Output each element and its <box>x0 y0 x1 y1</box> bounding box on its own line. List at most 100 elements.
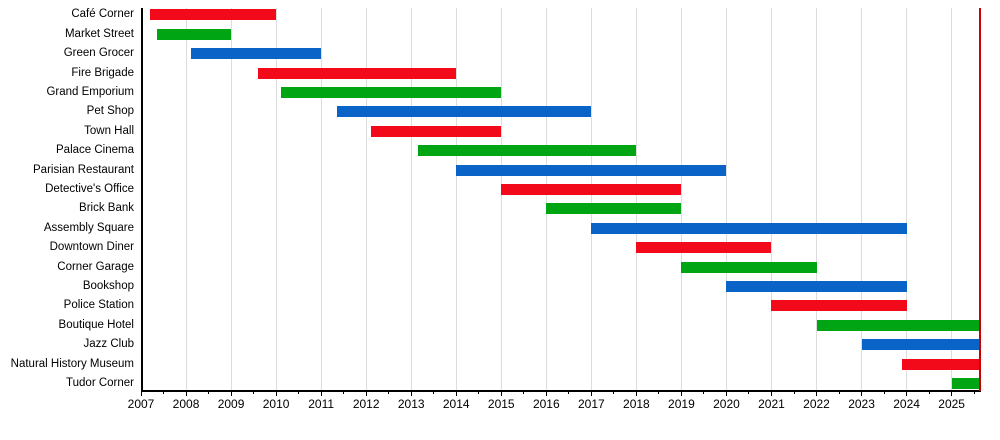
x-major-tick-2011 <box>320 391 322 396</box>
gantt-bar-police-station <box>771 300 907 312</box>
current-date-marker-line <box>979 8 981 391</box>
x-major-tick-2014 <box>455 391 457 396</box>
x-tick-label-2009: 2009 <box>217 397 245 411</box>
x-major-tick-2024 <box>906 391 908 396</box>
x-minor-tick <box>478 391 480 394</box>
row-label-pet-shop: Pet Shop <box>86 105 134 118</box>
row-label-police-station: Police Station <box>63 299 134 312</box>
x-tick-label-2016: 2016 <box>532 397 560 411</box>
x-tick-label-2022: 2022 <box>803 397 830 411</box>
x-axis-line <box>141 390 981 392</box>
x-major-tick-2020 <box>725 391 727 396</box>
gantt-bar-boutique-hotel <box>816 319 980 331</box>
x-major-tick-2018 <box>635 391 637 396</box>
year-gridline-2017 <box>590 8 592 390</box>
row-label-green-grocer: Green Grocer <box>63 47 134 60</box>
x-major-tick-2007 <box>140 391 142 396</box>
row-label-town-hall: Town Hall <box>84 124 134 137</box>
year-gridline-2024 <box>906 8 908 390</box>
x-major-tick-2009 <box>230 391 232 396</box>
x-minor-tick <box>253 391 255 394</box>
year-gridline-2014 <box>455 8 457 390</box>
x-minor-tick <box>838 391 840 394</box>
x-major-tick-2016 <box>545 391 547 396</box>
x-major-tick-2022 <box>816 391 818 396</box>
x-tick-label-2017: 2017 <box>577 397 605 411</box>
x-minor-tick <box>568 391 570 394</box>
x-major-tick-2013 <box>410 391 412 396</box>
row-label-downtown-diner: Downtown Diner <box>49 241 134 254</box>
year-gridline-2022 <box>816 8 818 390</box>
x-major-tick-2019 <box>680 391 682 396</box>
x-minor-tick <box>973 391 975 394</box>
row-label-jazz-club: Jazz Club <box>83 338 135 351</box>
x-minor-tick <box>523 391 525 394</box>
y-axis-line <box>141 8 143 391</box>
x-major-tick-2010 <box>275 391 277 396</box>
x-tick-label-2019: 2019 <box>668 397 695 411</box>
gantt-bar-corner-garage <box>681 261 817 273</box>
x-tick-label-2018: 2018 <box>623 397 650 411</box>
row-label-caf-corner: Café Corner <box>71 8 134 21</box>
x-minor-tick <box>298 391 300 394</box>
year-gridline-2008 <box>185 8 187 390</box>
x-tick-label-2025: 2025 <box>938 397 965 411</box>
x-minor-tick <box>928 391 930 394</box>
gantt-bar-green-grocer <box>190 48 322 60</box>
gantt-bar-detective-s-office <box>501 183 682 195</box>
x-minor-tick <box>658 391 660 394</box>
x-tick-label-2008: 2008 <box>172 397 200 411</box>
gantt-bar-bookshop <box>726 280 907 292</box>
x-minor-tick <box>613 391 615 394</box>
year-gridline-2016 <box>545 8 547 390</box>
x-tick-label-2007: 2007 <box>127 397 155 411</box>
x-minor-tick <box>208 391 210 394</box>
row-label-boutique-hotel: Boutique Hotel <box>58 318 134 331</box>
x-minor-tick <box>388 391 390 394</box>
x-minor-tick <box>163 391 165 394</box>
x-minor-tick <box>883 391 885 394</box>
x-major-tick-2021 <box>770 391 772 396</box>
gantt-bar-palace-cinema <box>417 145 637 157</box>
year-gridline-2025 <box>951 8 953 390</box>
year-gridline-2012 <box>365 8 367 390</box>
year-gridline-2011 <box>320 8 322 390</box>
row-label-parisian-restaurant: Parisian Restaurant <box>33 163 134 176</box>
x-minor-tick <box>433 391 435 394</box>
gantt-bar-market-street <box>156 28 232 40</box>
x-major-tick-2017 <box>590 391 592 396</box>
year-gridline-2013 <box>410 8 412 390</box>
x-major-tick-2008 <box>185 391 187 396</box>
x-tick-label-2012: 2012 <box>352 397 380 411</box>
gantt-bar-town-hall <box>370 125 502 137</box>
x-minor-tick <box>343 391 345 394</box>
row-label-palace-cinema: Palace Cinema <box>56 144 134 157</box>
x-major-tick-2015 <box>500 391 502 396</box>
x-minor-tick <box>793 391 795 394</box>
x-tick-label-2010: 2010 <box>262 397 290 411</box>
row-label-fire-brigade: Fire Brigade <box>71 66 134 79</box>
row-label-natural-history-museum: Natural History Museum <box>10 357 134 370</box>
x-minor-tick <box>703 391 705 394</box>
gantt-bar-brick-bank <box>546 203 682 215</box>
gantt-bar-fire-brigade <box>258 67 457 79</box>
gantt-bar-caf-corner <box>150 9 277 21</box>
year-gridline-2009 <box>230 8 232 390</box>
row-label-tudor-corner: Tudor Corner <box>66 376 134 389</box>
gantt-bar-tudor-corner <box>951 377 980 389</box>
x-tick-label-2024: 2024 <box>893 397 920 411</box>
x-tick-label-2014: 2014 <box>442 397 470 411</box>
x-minor-tick <box>748 391 750 394</box>
year-gridline-2019 <box>680 8 682 390</box>
year-gridline-2023 <box>861 8 863 390</box>
x-major-tick-2025 <box>951 391 953 396</box>
year-gridline-2015 <box>500 8 502 390</box>
row-label-detective-s-office: Detective's Office <box>45 182 134 195</box>
x-tick-label-2020: 2020 <box>713 397 740 411</box>
year-gridline-2021 <box>770 8 772 390</box>
gantt-bar-parisian-restaurant <box>456 164 727 176</box>
gantt-bar-assembly-square <box>591 222 907 234</box>
x-tick-label-2013: 2013 <box>397 397 425 411</box>
x-tick-label-2011: 2011 <box>308 397 335 411</box>
row-label-market-street: Market Street <box>64 27 134 40</box>
